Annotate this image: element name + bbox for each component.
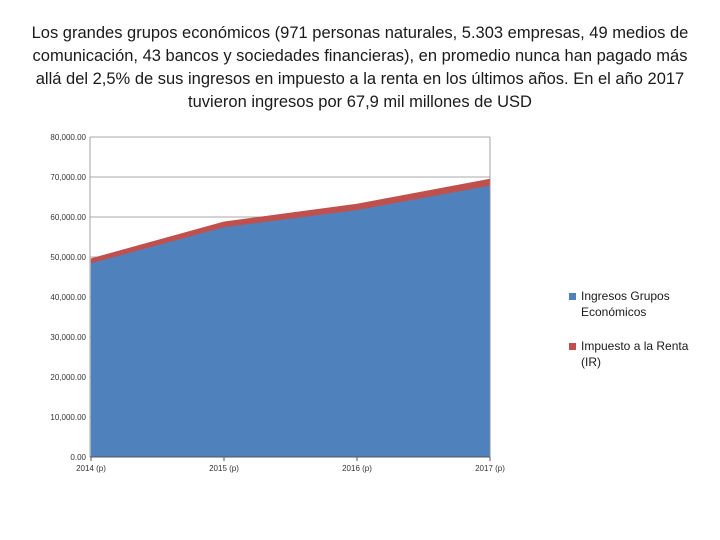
x-tick-label: 2016 (p) <box>342 464 372 473</box>
y-tick-label: 50,000.00 <box>50 253 86 262</box>
y-tick-label: 10,000.00 <box>50 413 86 422</box>
legend-item-impuesto: Impuesto a la Renta (IR) <box>569 338 709 370</box>
legend-label-impuesto: Impuesto a la Renta (IR) <box>581 339 689 369</box>
area-series-1 <box>90 185 491 458</box>
legend-swatch-ingresos <box>569 293 576 300</box>
y-tick-label: 20,000.00 <box>50 373 86 382</box>
y-tick-label: 60,000.00 <box>50 213 86 222</box>
y-tick-label: 30,000.00 <box>50 333 86 342</box>
x-tick-label: 2015 (p) <box>209 464 239 473</box>
y-tick-label: 80,000.00 <box>50 133 86 142</box>
legend-label-ingresos: Ingresos Grupos Económicos <box>581 289 670 319</box>
legend: Ingresos Grupos Económicos Impuesto a la… <box>569 288 709 388</box>
legend-item-ingresos: Ingresos Grupos Económicos <box>569 288 709 320</box>
x-tick-label: 2014 (p) <box>76 464 106 473</box>
legend-swatch-impuesto <box>569 343 576 350</box>
x-tick-label: 2017 (p) <box>475 464 505 473</box>
chart-title: Los grandes grupos económicos (971 perso… <box>31 24 689 111</box>
y-tick-label: 70,000.00 <box>50 173 86 182</box>
y-tick-label: 0.00 <box>70 453 86 462</box>
y-tick-label: 40,000.00 <box>50 293 86 302</box>
